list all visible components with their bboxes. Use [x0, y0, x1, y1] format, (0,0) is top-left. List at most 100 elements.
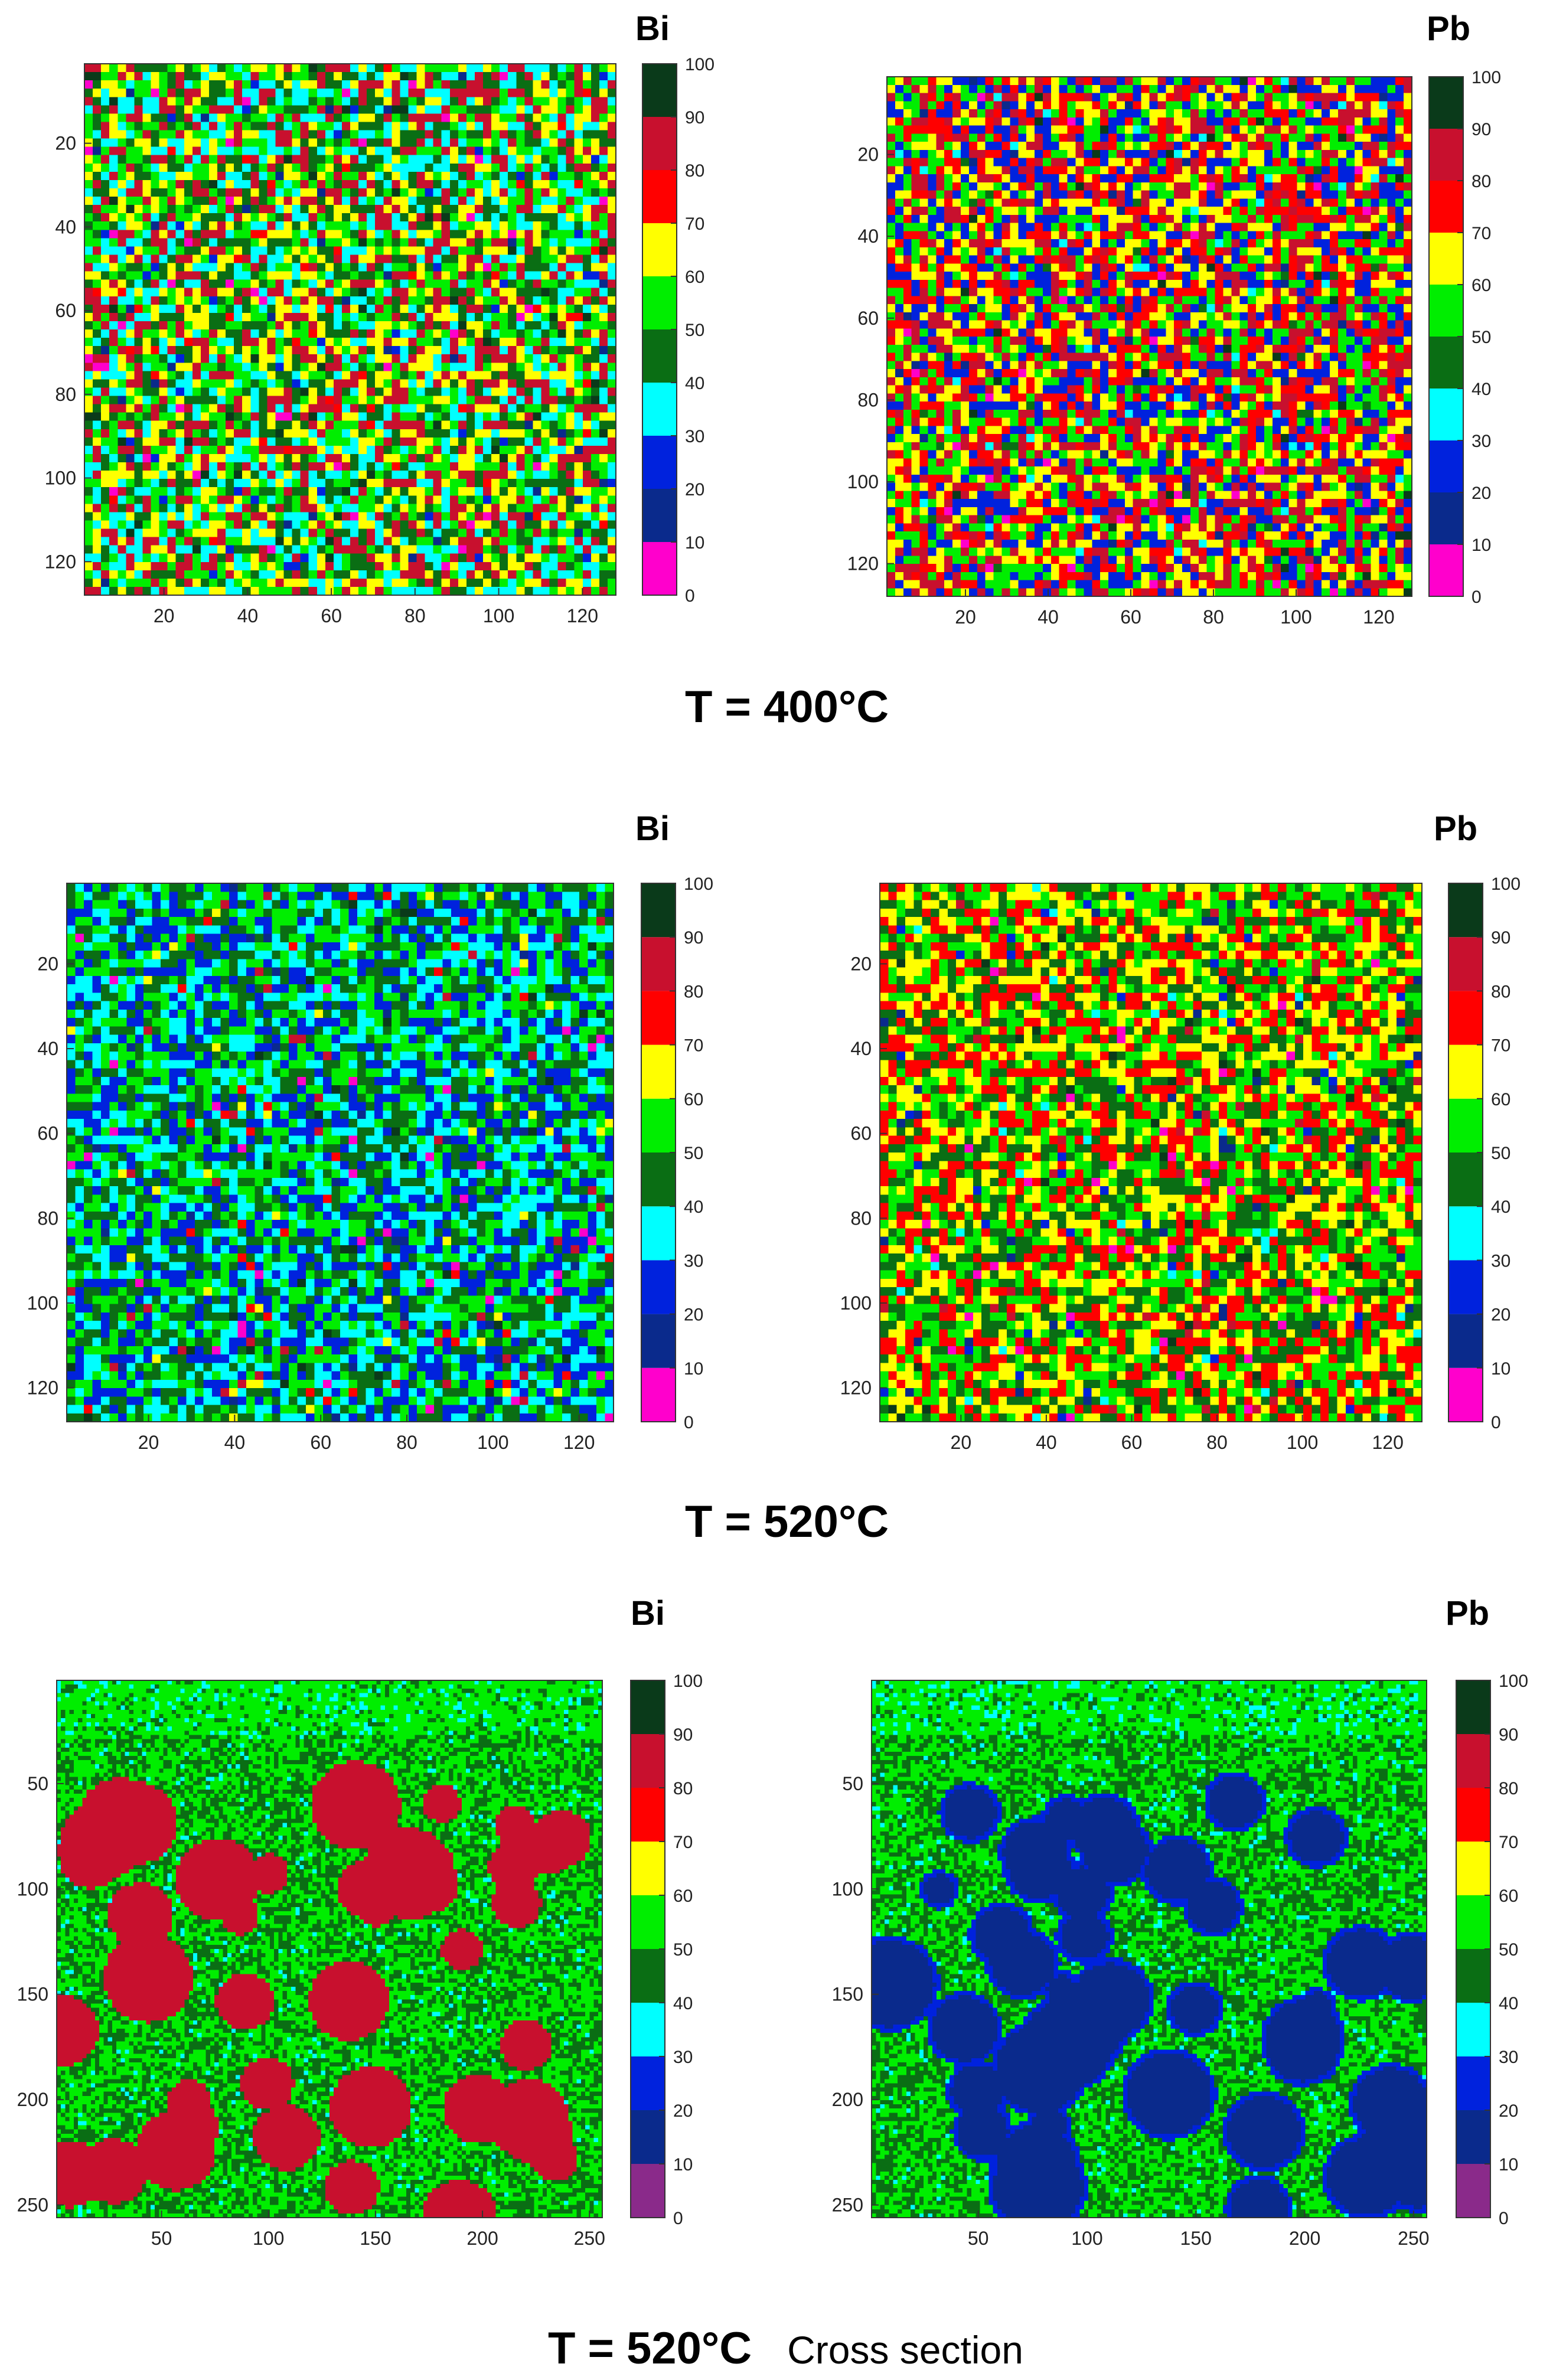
heatmap-frame-0 — [84, 63, 616, 596]
colorbar-tick-label-0-5: 50 — [685, 321, 704, 340]
colorbar-tick-label-3-5: 50 — [1491, 1144, 1510, 1163]
colorbar-bin-0-6 — [642, 223, 677, 276]
x-tick-label-2-5: 120 — [563, 1432, 595, 1453]
y-tick-label-2-4: 100 — [27, 1292, 58, 1314]
colorbar-bin-0-3 — [642, 383, 677, 436]
colorbar-bin-0-5 — [642, 276, 677, 329]
colorbar-tick-label-2-1: 10 — [684, 1359, 703, 1379]
colorbar-bin-0-0 — [642, 542, 677, 595]
colorbar-bin-2-2 — [641, 1260, 676, 1314]
x-tick-label-1-5: 120 — [1363, 606, 1394, 628]
colorbar-bin-3-9 — [1448, 883, 1483, 938]
y-tick-label-2-1: 40 — [37, 1038, 58, 1059]
colorbar-tick-label-2-5: 50 — [684, 1144, 703, 1163]
colorbar-tick-label-5-1: 10 — [1499, 2155, 1518, 2175]
x-tick-label-1-2: 60 — [1120, 606, 1141, 628]
colorbar-bin-4-0 — [631, 2164, 665, 2218]
x-tick-label-3-5: 120 — [1372, 1432, 1403, 1453]
colorbar-tick-label-3-2: 20 — [1491, 1305, 1510, 1325]
colorbar-tick-label-5-2: 20 — [1499, 2101, 1518, 2121]
colorbar-tick-label-5-10: 100 — [1499, 1671, 1528, 1691]
y-tick-label-4-3: 200 — [17, 2089, 48, 2110]
colorbar-tick-label-3-9: 90 — [1491, 928, 1510, 948]
caption-row-2-text: T = 520°C — [685, 1497, 889, 1547]
colorbar-bin-2-8 — [641, 937, 676, 991]
y-tick-label-2-0: 20 — [37, 953, 58, 974]
colorbar-tick-label-1-2: 20 — [1472, 484, 1491, 503]
heatmap-frame-5 — [871, 1680, 1427, 2218]
colorbar-tick-label-2-2: 20 — [684, 1305, 703, 1325]
colorbar-tick-label-5-9: 90 — [1499, 1725, 1518, 1745]
colorbar-bin-2-6 — [641, 1044, 676, 1099]
colorbar-bin-4-6 — [631, 1842, 665, 1895]
colorbar-tick-label-3-0: 0 — [1491, 1413, 1501, 1432]
y-tick-label-5-4: 250 — [832, 2195, 863, 2216]
y-tick-label-4-0: 50 — [27, 1773, 48, 1794]
heatmap-image-2 — [67, 883, 614, 1422]
heatmap-image-3 — [880, 883, 1422, 1422]
y-tick-label-1-0: 20 — [857, 144, 879, 165]
colorbar-bin-0-9 — [642, 64, 677, 117]
colorbar-tick-label-1-4: 40 — [1472, 380, 1491, 399]
panel-title-pb-cross: Pb — [1446, 1594, 1490, 1633]
x-tick-label-0-2: 60 — [321, 605, 342, 626]
colorbar-tick-label-5-5: 50 — [1499, 1940, 1518, 1960]
x-tick-label-5-4: 250 — [1398, 2228, 1429, 2249]
heatmap-image-1 — [887, 77, 1412, 596]
colorbar-tick-label-2-9: 90 — [684, 928, 703, 948]
x-tick-label-5-2: 150 — [1180, 2228, 1212, 2249]
x-tick-label-2-1: 40 — [224, 1432, 246, 1453]
colorbar-bin-1-7 — [1429, 181, 1463, 233]
colorbar-tick-label-0-7: 70 — [685, 214, 704, 234]
colorbar-tick-label-3-3: 30 — [1491, 1251, 1510, 1271]
colorbar-tick-label-3-7: 70 — [1491, 1036, 1510, 1056]
colorbar-bin-2-5 — [641, 1098, 676, 1153]
colorbar-bin-2-7 — [641, 991, 676, 1045]
colorbar-tick-label-0-10: 100 — [685, 55, 714, 74]
x-tick-label-5-3: 200 — [1289, 2228, 1320, 2249]
colorbar-bin-2-1 — [641, 1314, 676, 1368]
colorbar-bin-3-8 — [1448, 937, 1483, 991]
colorbar-tick-label-0-8: 80 — [685, 161, 704, 181]
x-tick-label-1-4: 100 — [1280, 606, 1311, 628]
y-tick-label-2-5: 120 — [27, 1377, 58, 1399]
colorbar-bin-4-1 — [631, 2110, 665, 2164]
colorbar-bin-5-5 — [1456, 1895, 1490, 1949]
heatmap-frame-4 — [56, 1680, 603, 2218]
colorbar-bin-4-5 — [631, 1895, 665, 1949]
colorbar-tick-label-2-6: 60 — [684, 1090, 703, 1109]
x-tick-label-3-4: 100 — [1287, 1432, 1318, 1453]
colorbar-bin-4-9 — [631, 1680, 665, 1734]
colorbar-tick-label-0-2: 20 — [685, 480, 704, 499]
colorbar-tick-label-0-3: 30 — [685, 427, 704, 446]
x-tick-label-3-0: 20 — [951, 1432, 972, 1453]
colorbar-tick-label-1-0: 0 — [1472, 587, 1482, 607]
y-tick-label-1-5: 120 — [847, 553, 879, 574]
x-tick-label-3-1: 40 — [1036, 1432, 1057, 1453]
colorbar-bin-1-8 — [1429, 129, 1463, 181]
colorbar-bin-5-6 — [1456, 1842, 1490, 1895]
y-tick-label-3-1: 40 — [850, 1038, 872, 1059]
x-tick-label-4-1: 100 — [253, 2228, 284, 2249]
colorbar-tick-label-2-7: 70 — [684, 1036, 703, 1056]
y-tick-label-3-5: 120 — [840, 1377, 872, 1399]
colorbar-tick-label-1-3: 30 — [1472, 432, 1491, 451]
colorbar-bin-1-3 — [1429, 388, 1463, 440]
colorbar-tick-label-1-10: 100 — [1472, 68, 1501, 87]
x-tick-label-2-2: 60 — [310, 1432, 331, 1453]
y-tick-label-1-2: 60 — [857, 308, 879, 329]
heatmap-frame-3 — [879, 883, 1423, 1422]
colorbar-bin-4-3 — [631, 2003, 665, 2056]
colorbar-bin-4-7 — [631, 1788, 665, 1842]
colorbar-tick-label-5-3: 30 — [1499, 2048, 1518, 2067]
heatmap-frame-2 — [66, 883, 614, 1422]
panel-title-pb-400: Pb — [1427, 9, 1471, 48]
heatmap-panel-4: 50 100 150 200 250 50 100 150 200 250 0 10 20 30 40 50 6… — [17, 1671, 703, 2249]
colorbar-bin-2-0 — [641, 1367, 676, 1422]
colorbar-bin-2-9 — [641, 883, 676, 938]
y-tick-label-1-4: 100 — [847, 471, 879, 492]
colorbar-tick-label-4-4: 40 — [673, 1994, 693, 2013]
colorbar-bin-3-5 — [1448, 1098, 1483, 1153]
heatmap-panel-1: 20 40 60 80 100 120 20 40 60 80 100 120 0 10 20 30 40 50 6… — [847, 68, 1501, 628]
colorbar-bin-1-6 — [1429, 233, 1463, 285]
